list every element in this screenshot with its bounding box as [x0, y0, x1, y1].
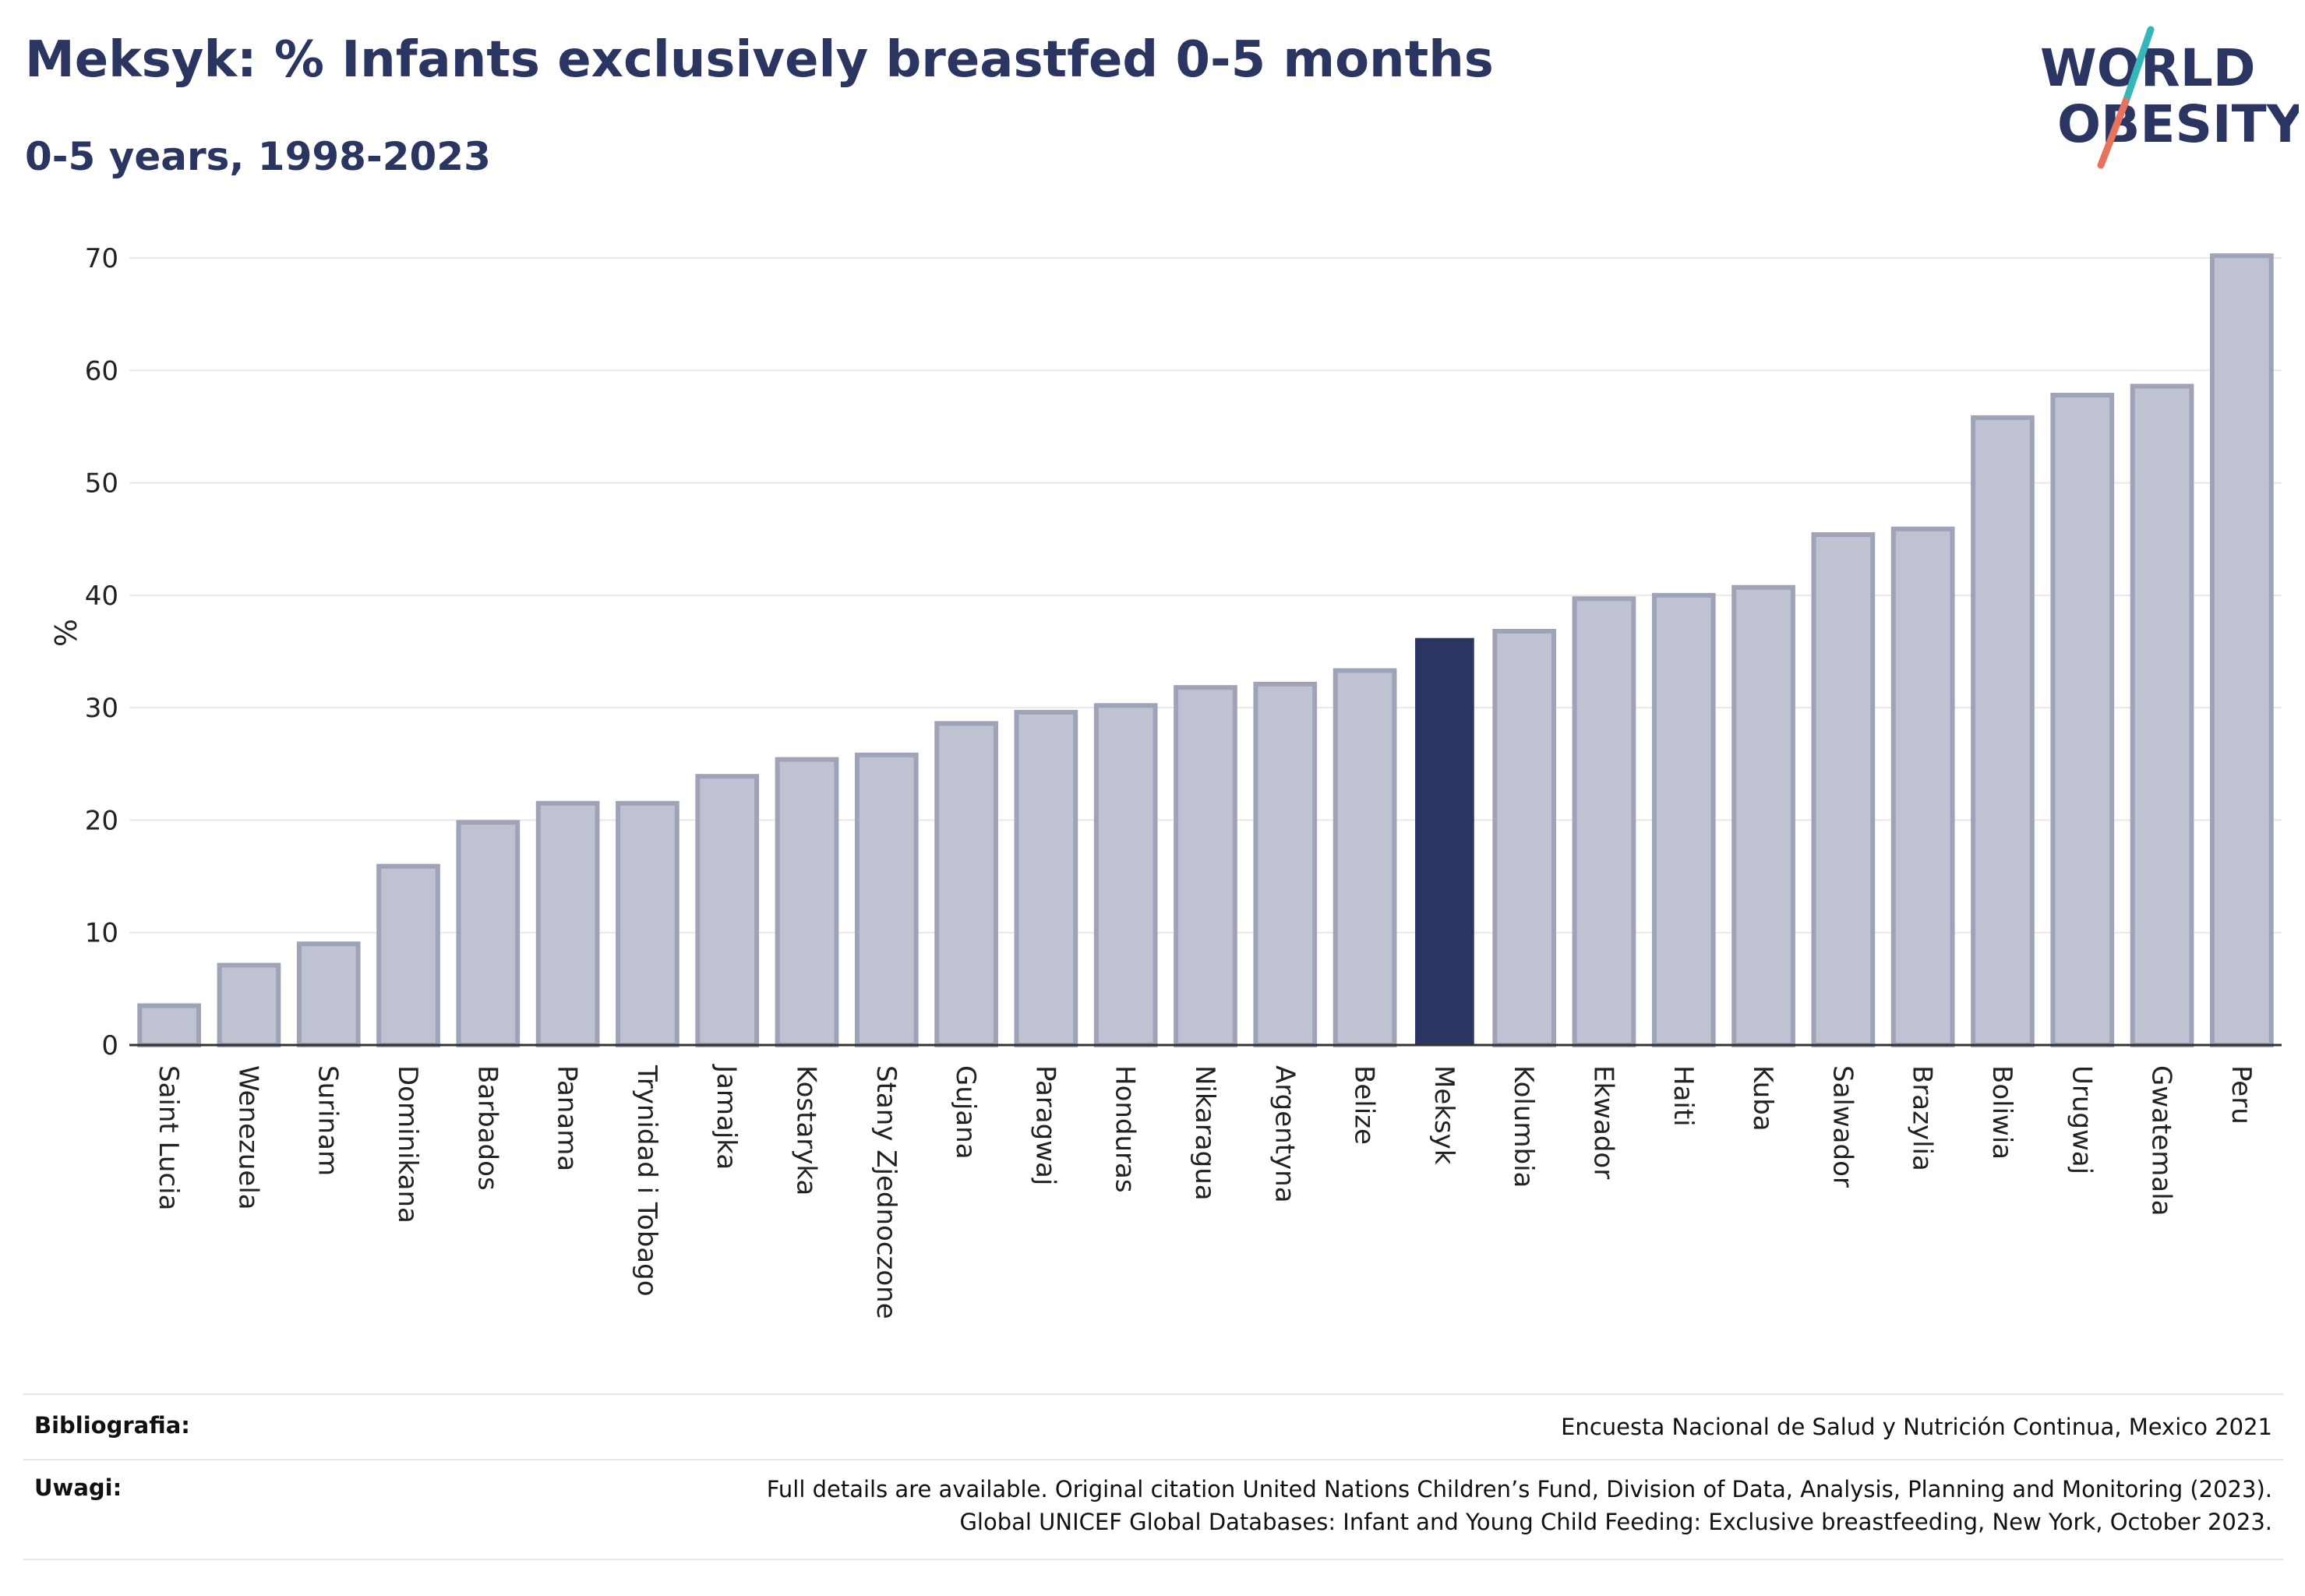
bar-dominikana — [376, 863, 440, 1047]
bibliography-text: Encuesta Nacional de Salud y Nutrición C… — [1561, 1414, 2272, 1440]
x-tick-label: Nikaragua — [1189, 1065, 1220, 1201]
bar-panama — [535, 800, 600, 1048]
x-tick-label: Kolumbia — [1508, 1065, 1539, 1188]
bar-nikaragua — [1174, 685, 1237, 1048]
chart-subtitle: 0-5 years, 1998-2023 — [25, 134, 491, 179]
x-tick-label: Trynidad i Tobago — [631, 1065, 662, 1297]
bar-meksyk — [1415, 637, 1474, 1045]
x-tick-label: Brazylia — [1907, 1065, 1938, 1171]
y-tick-label: 60 — [85, 355, 118, 387]
bar-argentyna — [1253, 681, 1318, 1047]
bar-haiti — [1651, 592, 1716, 1047]
x-tick-label: Honduras — [1110, 1065, 1141, 1193]
notes-label: Uwagi: — [34, 1474, 122, 1501]
bar-gujana — [934, 721, 998, 1047]
x-tick-label: Argentyna — [1269, 1065, 1300, 1203]
chart-footer: Bibliografia: Encuesta Nacional de Salud… — [23, 1393, 2283, 1560]
x-tick-label: Surinam — [312, 1065, 344, 1176]
y-axis-label: % — [48, 619, 82, 647]
logo-word-obesity: OBESITY — [2057, 94, 2299, 154]
x-tick-label: Stany Zjednoczone — [870, 1065, 902, 1319]
x-tick-label: Salwador — [1827, 1065, 1858, 1188]
y-tick-label: 40 — [85, 581, 118, 612]
x-tick-label: Kuba — [1747, 1065, 1778, 1132]
bar-jamajka — [695, 774, 760, 1048]
x-tick-label: Peru — [2226, 1065, 2257, 1125]
x-tick-label: Meksyk — [1428, 1065, 1460, 1165]
x-tick-label: Boliwia — [1986, 1065, 2017, 1160]
y-tick-label: 20 — [85, 805, 118, 836]
bar-trynidad-i-tobago — [616, 800, 679, 1048]
chart-title: Meksyk: % Infants exclusively breastfed … — [25, 31, 1494, 89]
y-tick-label: 70 — [85, 243, 118, 274]
notes-text: Full details are available. Original cit… — [23, 1460, 2283, 1538]
x-tick-label: Haiti — [1668, 1065, 1699, 1127]
x-tick-label: Wenezuela — [232, 1065, 263, 1210]
logo-slash-coral — [2097, 97, 2130, 169]
bar-surinam — [296, 941, 361, 1047]
x-tick-label: Jamajka — [711, 1064, 742, 1170]
bar-kostaryka — [775, 757, 839, 1047]
bibliography-row: Bibliografia: Encuesta Nacional de Salud… — [23, 1393, 2283, 1459]
x-tick-label: Gwatemala — [2146, 1065, 2177, 1216]
bar-gwatemala — [2130, 383, 2194, 1047]
bar-wenezuela — [217, 962, 281, 1047]
bar-kolumbia — [1492, 629, 1557, 1047]
bar-paragwaj — [1014, 709, 1078, 1048]
world-obesity-logo: WORLD OBESITY — [2040, 26, 2299, 169]
axes: 0 10 20 30 40 50 60 70 Saint Lucia Wenezuela Surin… — [85, 243, 2282, 1319]
bar-peru — [2210, 253, 2274, 1048]
y-tick-label: 50 — [85, 468, 118, 500]
bar-brazylia — [1890, 526, 1955, 1047]
y-tick-label: 10 — [85, 918, 118, 949]
bar-barbados — [456, 820, 521, 1048]
y-tick-label: 0 — [101, 1030, 118, 1061]
bar-kuba — [1731, 584, 1795, 1047]
x-tick-label: Paragwaj — [1029, 1065, 1061, 1185]
x-tick-label: Panama — [552, 1065, 583, 1171]
x-tick-label: Kostaryka — [791, 1065, 822, 1195]
x-tick-label: Urugwaj — [2066, 1065, 2097, 1174]
x-tick-label: Barbados — [471, 1065, 503, 1191]
x-tick-label: Gujana — [950, 1065, 981, 1160]
bibliography-label: Bibliografia: — [34, 1412, 190, 1439]
bar-belize — [1333, 668, 1397, 1047]
notes-row: Uwagi: Full details are available. Origi… — [23, 1459, 2283, 1560]
x-tick-label: Belize — [1349, 1065, 1380, 1145]
bars — [137, 253, 2274, 1048]
x-tick-label: Saint Lucia — [153, 1065, 184, 1210]
bar-honduras — [1093, 703, 1158, 1047]
y-tick-label: 30 — [85, 693, 118, 724]
notes-line-1: Full details are available. Original cit… — [766, 1476, 2272, 1502]
bar-salwador — [1811, 531, 1876, 1047]
bar-urugwaj — [2050, 393, 2115, 1047]
bar-chart: 0 10 20 30 40 50 60 70 Saint Lucia Wenezuela Surin… — [48, 243, 2282, 1319]
x-tick-label: Ekwador — [1587, 1065, 1618, 1179]
x-tick-label: Dominikana — [392, 1065, 423, 1223]
notes-line-2: Global UNICEF Global Databases: Infant a… — [959, 1509, 2272, 1535]
bar-ekwador — [1572, 596, 1636, 1047]
bar-boliwia — [1971, 415, 2035, 1047]
bar-stany-zjednoczone — [854, 752, 919, 1047]
logo-slash-teal — [2122, 26, 2155, 105]
bar-saint-lucia — [137, 1003, 201, 1047]
